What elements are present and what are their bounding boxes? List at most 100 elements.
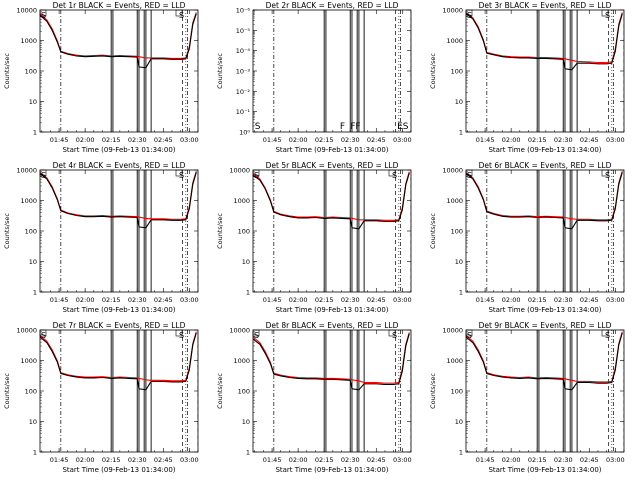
plot-frame bbox=[39, 169, 199, 293]
panel-title: Det 3r BLACK = Events, RED = LLD bbox=[479, 1, 612, 10]
annotation-label: S bbox=[605, 11, 610, 20]
annotation-label: S bbox=[254, 171, 259, 180]
x-tick-label: 02:30 bbox=[128, 136, 147, 144]
x-tick-label: 02:45 bbox=[154, 136, 173, 144]
y-tick-label: 1 bbox=[33, 129, 37, 137]
y-tick-label: 10 bbox=[29, 418, 37, 426]
plot-frame bbox=[465, 329, 625, 453]
x-tick-label: 02:00 bbox=[76, 456, 95, 464]
chart-panel-8: Det 8r BLACK = Events, RED = LLD Counts/s… bbox=[216, 321, 412, 474]
x-tick-label: 01:45 bbox=[476, 136, 495, 144]
y-tick-label: 10000 bbox=[229, 167, 250, 175]
y-tick-label: 10 bbox=[242, 418, 250, 426]
y-tick-label: 10000 bbox=[229, 327, 250, 335]
y-tick-label: 100 bbox=[25, 228, 37, 236]
y-tick-label: 1000 bbox=[20, 197, 37, 205]
chart-panel-3: Det 3r BLACK = Events, RED = LLD Counts/s… bbox=[429, 1, 625, 154]
chart-panel-5: Det 5r BLACK = Events, RED = LLD Counts/s… bbox=[216, 161, 412, 314]
x-axis-label: Start Time (09-Feb-13 01:34:00) bbox=[62, 306, 175, 314]
annotation-label: F bbox=[340, 122, 345, 132]
x-tick-label: 03:00 bbox=[180, 136, 199, 144]
x-tick-label: 01:45 bbox=[263, 296, 282, 304]
annotation-label: S bbox=[179, 331, 184, 340]
x-tick-label: 02:00 bbox=[289, 456, 308, 464]
y-tick-label: 1000 bbox=[446, 197, 463, 205]
x-tick-label: 02:00 bbox=[76, 296, 95, 304]
plot-area bbox=[253, 330, 411, 452]
y-tick-label: 10 bbox=[29, 258, 37, 266]
y-tick-label: 10⁻¹ bbox=[236, 108, 251, 116]
y-axis-label: Counts/sec bbox=[216, 373, 224, 409]
x-tick-label: 03:00 bbox=[393, 136, 412, 144]
plot-area bbox=[40, 10, 198, 132]
annotation-label: S bbox=[605, 331, 610, 340]
plot-area bbox=[466, 10, 624, 132]
plot-frame bbox=[465, 9, 625, 133]
x-tick-label: 02:00 bbox=[502, 456, 521, 464]
x-axis-label: Start Time (09-Feb-13 01:34:00) bbox=[275, 146, 388, 154]
y-tick-label: 1 bbox=[33, 449, 37, 457]
x-tick-label: 01:45 bbox=[50, 136, 69, 144]
x-axis-label: Start Time (09-Feb-13 01:34:00) bbox=[62, 146, 175, 154]
x-tick-label: 02:30 bbox=[341, 136, 360, 144]
x-tick-label: 02:15 bbox=[315, 136, 334, 144]
y-tick-label: 1000 bbox=[20, 357, 37, 365]
x-tick-label: 02:45 bbox=[154, 456, 173, 464]
series-line-events bbox=[466, 332, 623, 391]
x-tick-label: 01:45 bbox=[50, 296, 69, 304]
panel-title: Det 6r BLACK = Events, RED = LLD bbox=[479, 161, 612, 170]
series-line-events bbox=[40, 172, 197, 229]
chart-panel-1: Det 1r BLACK = Events, RED = LLD Counts/s… bbox=[3, 1, 199, 154]
x-tick-label: 02:15 bbox=[315, 296, 334, 304]
annotation-label: ES bbox=[397, 122, 409, 132]
y-tick-label: 100 bbox=[238, 388, 250, 396]
plot-area bbox=[466, 170, 624, 292]
x-tick-label: 02:45 bbox=[580, 136, 599, 144]
plot-frame bbox=[252, 329, 412, 453]
chart-panel-7: Det 7r BLACK = Events, RED = LLD Counts/s… bbox=[3, 321, 199, 474]
chart-panel-6: Det 6r BLACK = Events, RED = LLD Counts/s… bbox=[429, 161, 625, 314]
annotation-label: S bbox=[392, 331, 397, 340]
plot-area bbox=[40, 330, 198, 452]
y-tick-label: 100 bbox=[25, 68, 37, 76]
x-tick-label: 02:45 bbox=[154, 296, 173, 304]
y-tick-label: 1000 bbox=[446, 357, 463, 365]
x-tick-label: 02:45 bbox=[580, 456, 599, 464]
x-tick-label: 02:30 bbox=[554, 296, 573, 304]
y-tick-label: 10⁻² bbox=[236, 88, 251, 96]
annotation-label: S bbox=[254, 331, 259, 340]
x-tick-label: 02:30 bbox=[341, 456, 360, 464]
y-tick-label: 10000 bbox=[16, 167, 37, 175]
chart-panel-4: Det 4r BLACK = Events, RED = LLD Counts/s… bbox=[3, 161, 199, 314]
y-tick-label: 10000 bbox=[442, 327, 463, 335]
plot-area bbox=[40, 170, 198, 292]
y-tick-label: 1 bbox=[246, 289, 250, 297]
x-tick-label: 02:45 bbox=[367, 136, 386, 144]
y-tick-label: 1 bbox=[459, 129, 463, 137]
x-tick-label: 02:30 bbox=[128, 456, 147, 464]
x-tick-label: 01:45 bbox=[50, 456, 69, 464]
x-tick-label: 02:00 bbox=[76, 136, 95, 144]
x-tick-label: 03:00 bbox=[393, 456, 412, 464]
panel-title: Det 2r BLACK = Events, RED = LLD bbox=[266, 1, 399, 10]
y-tick-label: 10⁻³ bbox=[236, 68, 251, 76]
y-tick-label: 10⁻⁵ bbox=[236, 27, 251, 35]
series-line-events bbox=[40, 13, 197, 69]
annotation-label: S bbox=[467, 11, 472, 20]
series-line-lld bbox=[40, 12, 197, 59]
x-tick-label: 02:15 bbox=[102, 136, 121, 144]
x-tick-label: 01:45 bbox=[476, 456, 495, 464]
y-tick-label: 100 bbox=[25, 388, 37, 396]
x-axis-label: Start Time (09-Feb-13 01:34:00) bbox=[62, 466, 175, 474]
y-axis-label: Counts/sec bbox=[3, 213, 11, 249]
y-axis-label: Counts/sec bbox=[216, 53, 224, 89]
y-tick-label: 100 bbox=[238, 228, 250, 236]
y-axis-label: Counts/sec bbox=[429, 213, 437, 249]
annotation-label: S bbox=[605, 171, 610, 180]
y-tick-label: 1000 bbox=[446, 37, 463, 45]
x-tick-label: 02:45 bbox=[367, 296, 386, 304]
panel-title: Det 5r BLACK = Events, RED = LLD bbox=[266, 161, 399, 170]
plot-frame bbox=[252, 169, 412, 293]
x-tick-label: 02:00 bbox=[289, 136, 308, 144]
